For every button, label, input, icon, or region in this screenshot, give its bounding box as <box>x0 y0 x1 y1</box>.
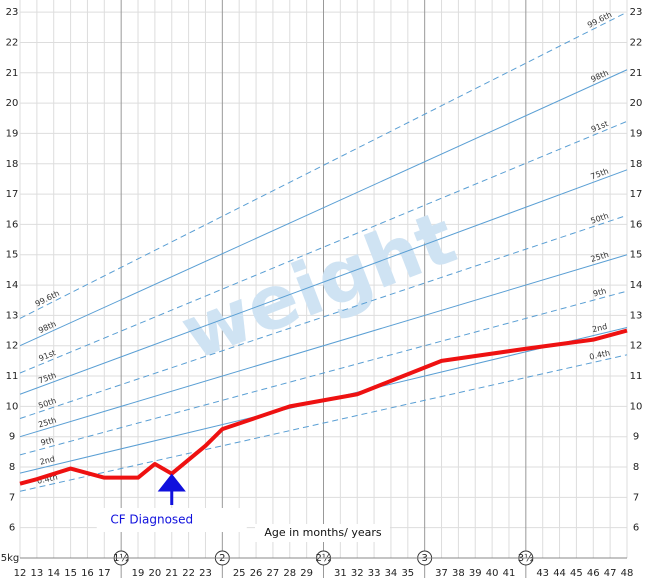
y-tick-label: 12 <box>6 341 19 352</box>
y-tick-label: 7 <box>9 492 15 503</box>
centile-label-left: 2nd <box>39 454 56 466</box>
centile-line <box>19 254 628 438</box>
x-tick-label: 41 <box>503 568 516 579</box>
y-tick-label-right: 20 <box>630 98 643 109</box>
y-tick-label: 20 <box>6 98 19 109</box>
y-tick-label-right: 7 <box>633 492 639 503</box>
y-tick-label-right: 16 <box>630 219 643 230</box>
x-tick-label: 27 <box>267 568 280 579</box>
x-tick-label: 31 <box>334 568 347 579</box>
y-tick-label: 19 <box>6 128 19 139</box>
y-unit-label: 5kg <box>1 553 20 564</box>
y-tick-label: 23 <box>6 7 19 18</box>
y-tick-label-right: 11 <box>630 371 643 382</box>
y-tick-label: 11 <box>6 371 19 382</box>
y-tick-label: 6 <box>9 523 15 534</box>
x-tick-label: 15 <box>64 568 77 579</box>
centile-line <box>19 11 628 319</box>
x-tick-label: 40 <box>486 568 499 579</box>
x-tick-label: 47 <box>604 568 617 579</box>
x-tick-label: 29 <box>300 568 313 579</box>
x-tick-label: 45 <box>570 568 583 579</box>
x-tick-label: 21 <box>165 568 178 579</box>
y-tick-label: 15 <box>6 250 19 261</box>
x-tick-label: 43 <box>536 568 549 579</box>
x-tick-label: 38 <box>452 568 465 579</box>
x-tick-label: 25 <box>233 568 246 579</box>
y-tick-label-right: 22 <box>630 37 643 48</box>
annotation-bg <box>96 508 247 532</box>
y-tick-label: 9 <box>9 432 15 443</box>
x-tick-label: 33 <box>368 568 381 579</box>
y-tick-label: 17 <box>6 189 19 200</box>
y-tick-label: 18 <box>6 159 19 170</box>
y-tick-label: 16 <box>6 219 19 230</box>
weight-line <box>19 328 628 486</box>
x-tick-label: 46 <box>587 568 600 579</box>
annotation-text: CF Diagnosed <box>110 513 193 527</box>
centile-label-right: 0.4th <box>588 348 610 361</box>
x-tick-label: 23 <box>199 568 212 579</box>
y-tick-label-right: 13 <box>630 310 643 321</box>
centile-line <box>19 290 628 456</box>
x-tick-label: 28 <box>283 568 296 579</box>
y-tick-label: 21 <box>6 68 19 79</box>
x-tick-label: 34 <box>385 568 398 579</box>
y-tick-label-right: 12 <box>630 341 643 352</box>
y-tick-label: 10 <box>6 401 19 412</box>
x-tick-label: 22 <box>182 568 195 579</box>
centile-line <box>19 169 628 395</box>
y-tick-label: 14 <box>6 280 19 291</box>
y-tick-label-right: 21 <box>630 68 643 79</box>
x-tick-label: 37 <box>435 568 448 579</box>
y-tick-label-right: 19 <box>630 128 643 139</box>
x-tick-label: 17 <box>98 568 111 579</box>
y-tick-label-right: 15 <box>630 250 643 261</box>
x-tick-label: 48 <box>621 568 634 579</box>
x-axis-label: Age in months/ years <box>264 526 381 539</box>
centile-label-right: 2nd <box>591 322 608 334</box>
centile-line <box>19 354 628 492</box>
y-tick-label-right: 9 <box>633 432 639 443</box>
y-tick-label-right: 17 <box>630 189 643 200</box>
y-tick-label-right: 18 <box>630 159 643 170</box>
xlabel-bg <box>255 524 390 542</box>
x-tick-label: 39 <box>469 568 482 579</box>
y-tick-label-right: 10 <box>630 401 643 412</box>
centile-line <box>19 214 628 419</box>
y-tick-label-right: 23 <box>630 7 643 18</box>
centile-label-right: 9th <box>592 286 607 298</box>
centile-line <box>19 69 628 347</box>
x-tick-label: 35 <box>401 568 414 579</box>
y-tick-label: 8 <box>9 462 15 473</box>
x-tick-label: 16 <box>81 568 94 579</box>
y-tick-label: 22 <box>6 37 19 48</box>
x-tick-label: 12 <box>14 568 27 579</box>
x-tick-label: 32 <box>351 568 364 579</box>
x-tick-label: 13 <box>30 568 43 579</box>
x-tick-label: 14 <box>47 568 60 579</box>
y-tick-label: 13 <box>6 310 19 321</box>
centile-label-left: 9th <box>40 435 55 447</box>
y-tick-label-right: 14 <box>630 280 643 291</box>
y-tick-label-right: 6 <box>633 523 639 534</box>
x-tick-label: 26 <box>250 568 263 579</box>
x-tick-label: 19 <box>132 568 145 579</box>
y-tick-label-right: 8 <box>633 462 639 473</box>
x-tick-label: 20 <box>149 568 162 579</box>
annotation-arrow <box>157 473 186 505</box>
x-tick-label: 44 <box>553 568 566 579</box>
